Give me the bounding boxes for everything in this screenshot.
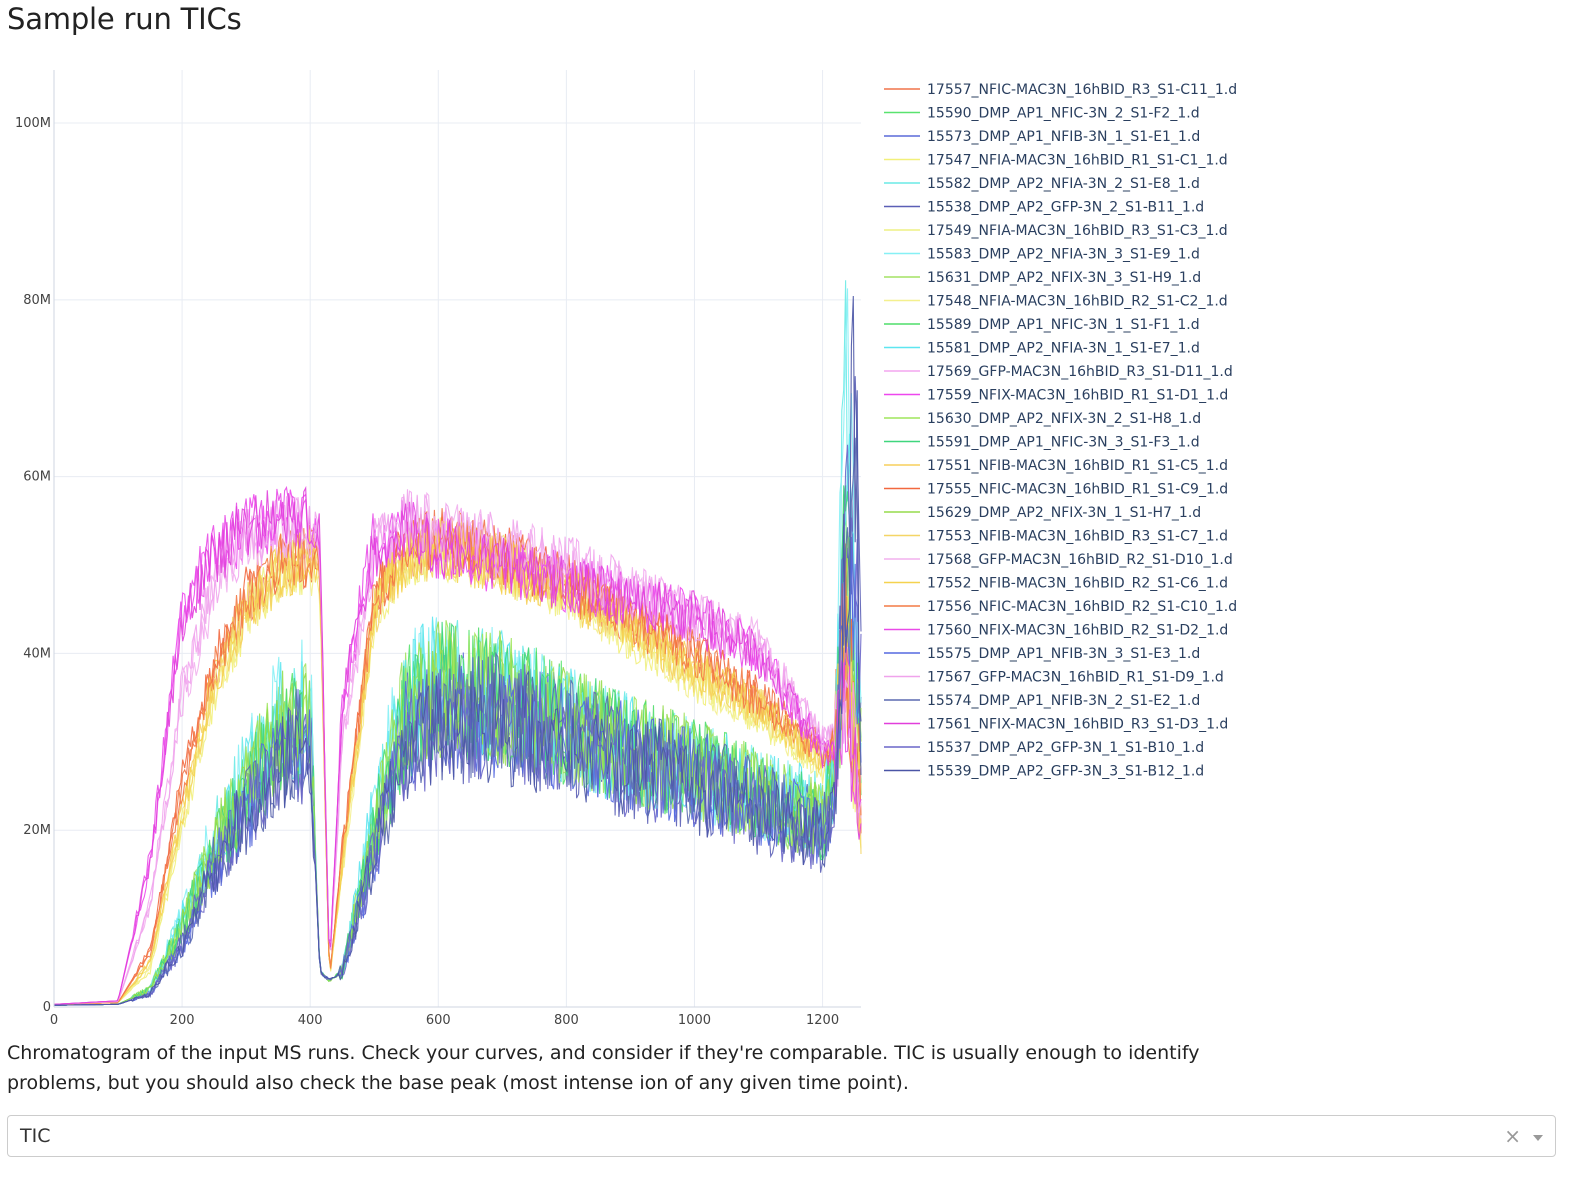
- legend-label: 17559_NFIX-MAC3N_16hBID_R1_S1-D1_1.d: [927, 388, 1228, 404]
- y-tick-label: 60M: [23, 470, 51, 485]
- series-line[interactable]: [54, 489, 862, 1005]
- series-line[interactable]: [53, 485, 862, 1005]
- legend-label: 17555_NFIC-MAC3N_16hBID_R1_S1-C9_1.d: [927, 482, 1228, 498]
- legend-label: 17560_NFIX-MAC3N_16hBID_R2_S1-D2_1.d: [927, 623, 1228, 639]
- x-tick-label: 1000: [678, 1013, 711, 1028]
- legend-item[interactable]: 17559_NFIX-MAC3N_16hBID_R1_S1-D1_1.d: [884, 388, 1228, 404]
- chart-series-lines[interactable]: [53, 280, 862, 1006]
- legend-label: 15574_DMP_AP1_NFIB-3N_2_S1-E2_1.d: [927, 693, 1200, 709]
- legend-item[interactable]: 17548_NFIA-MAC3N_16hBID_R2_S1-C2_1.d: [884, 294, 1228, 310]
- legend-label: 17549_NFIA-MAC3N_16hBID_R3_S1-C3_1.d: [927, 223, 1228, 239]
- y-tick-label: 20M: [23, 823, 51, 838]
- legend-label: 17569_GFP-MAC3N_16hBID_R3_S1-D11_1.d: [927, 364, 1233, 380]
- x-tick-label: 200: [170, 1013, 195, 1028]
- legend-label: 15629_DMP_AP2_NFIX-3N_1_S1-H7_1.d: [927, 505, 1201, 521]
- legend-item[interactable]: 17552_NFIB-MAC3N_16hBID_R2_S1-C6_1.d: [884, 576, 1228, 592]
- legend-label: 17553_NFIB-MAC3N_16hBID_R3_S1-C7_1.d: [927, 529, 1228, 545]
- page-title: Sample run TICs: [7, 2, 242, 36]
- legend-label: 15591_DMP_AP1_NFIC-3N_3_S1-F3_1.d: [927, 435, 1200, 451]
- legend-item[interactable]: 17568_GFP-MAC3N_16hBID_R2_S1-D10_1.d: [884, 552, 1233, 568]
- legend-label: 15537_DMP_AP2_GFP-3N_1_S1-B10_1.d: [927, 740, 1204, 756]
- legend-item[interactable]: 15538_DMP_AP2_GFP-3N_2_S1-B11_1.d: [884, 200, 1204, 216]
- x-tick-label: 400: [298, 1013, 323, 1028]
- y-tick-label: 100M: [15, 116, 51, 131]
- legend-item[interactable]: 15591_DMP_AP1_NFIC-3N_3_S1-F3_1.d: [884, 435, 1200, 451]
- legend-item[interactable]: 17551_NFIB-MAC3N_16hBID_R1_S1-C5_1.d: [884, 458, 1228, 474]
- legend-item[interactable]: 15631_DMP_AP2_NFIX-3N_3_S1-H9_1.d: [884, 270, 1201, 286]
- legend-item[interactable]: 15537_DMP_AP2_GFP-3N_1_S1-B10_1.d: [884, 740, 1204, 756]
- legend-label: 15539_DMP_AP2_GFP-3N_3_S1-B12_1.d: [927, 764, 1204, 780]
- metric-selector[interactable]: TIC ×: [7, 1115, 1556, 1157]
- legend-label: 15538_DMP_AP2_GFP-3N_2_S1-B11_1.d: [927, 200, 1204, 216]
- legend-label: 15590_DMP_AP1_NFIC-3N_2_S1-F2_1.d: [927, 106, 1200, 122]
- legend-item[interactable]: 17561_NFIX-MAC3N_16hBID_R3_S1-D3_1.d: [884, 717, 1228, 733]
- series-line[interactable]: [54, 437, 862, 1006]
- legend-item[interactable]: 17569_GFP-MAC3N_16hBID_R3_S1-D11_1.d: [884, 364, 1233, 380]
- legend-item[interactable]: 15575_DMP_AP1_NFIB-3N_3_S1-E3_1.d: [884, 646, 1200, 662]
- legend-item[interactable]: 15539_DMP_AP2_GFP-3N_3_S1-B12_1.d: [884, 764, 1204, 780]
- legend-label: 15630_DMP_AP2_NFIX-3N_2_S1-H8_1.d: [927, 411, 1201, 427]
- legend-item[interactable]: 15629_DMP_AP2_NFIX-3N_1_S1-H7_1.d: [884, 505, 1201, 521]
- x-tick-label: 600: [426, 1013, 451, 1028]
- legend-item[interactable]: 17556_NFIC-MAC3N_16hBID_R2_S1-C10_1.d: [884, 599, 1237, 615]
- legend-item[interactable]: 15582_DMP_AP2_NFIA-3N_2_S1-E8_1.d: [884, 176, 1200, 192]
- legend-label: 15583_DMP_AP2_NFIA-3N_3_S1-E9_1.d: [927, 247, 1200, 263]
- legend-label: 15575_DMP_AP1_NFIB-3N_3_S1-E3_1.d: [927, 646, 1200, 662]
- legend-label: 17548_NFIA-MAC3N_16hBID_R2_S1-C2_1.d: [927, 294, 1228, 310]
- legend-item[interactable]: 17557_NFIC-MAC3N_16hBID_R3_S1-C11_1.d: [884, 82, 1237, 98]
- legend-item[interactable]: 17547_NFIA-MAC3N_16hBID_R1_S1-C1_1.d: [884, 153, 1228, 169]
- legend-item[interactable]: 15590_DMP_AP1_NFIC-3N_2_S1-F2_1.d: [884, 106, 1200, 122]
- legend-item[interactable]: 17555_NFIC-MAC3N_16hBID_R1_S1-C9_1.d: [884, 482, 1228, 498]
- legend-label: 17556_NFIC-MAC3N_16hBID_R2_S1-C10_1.d: [927, 599, 1237, 615]
- legend-item[interactable]: 17549_NFIA-MAC3N_16hBID_R3_S1-C3_1.d: [884, 223, 1228, 239]
- legend-label: 17557_NFIC-MAC3N_16hBID_R3_S1-C11_1.d: [927, 82, 1237, 98]
- chart-legend[interactable]: 17557_NFIC-MAC3N_16hBID_R3_S1-C11_1.d 155…: [884, 82, 1237, 780]
- x-tick-label: 0: [50, 1013, 58, 1028]
- legend-item[interactable]: 15574_DMP_AP1_NFIB-3N_2_S1-E2_1.d: [884, 693, 1200, 709]
- legend-item[interactable]: 17560_NFIX-MAC3N_16hBID_R2_S1-D2_1.d: [884, 623, 1228, 639]
- legend-label: 15589_DMP_AP1_NFIC-3N_1_S1-F1_1.d: [927, 317, 1200, 333]
- legend-item[interactable]: 17567_GFP-MAC3N_16hBID_R1_S1-D9_1.d: [884, 670, 1224, 686]
- legend-item[interactable]: 15581_DMP_AP2_NFIA-3N_1_S1-E7_1.d: [884, 341, 1200, 357]
- clear-icon[interactable]: ×: [1504, 1124, 1521, 1148]
- legend-label: 17561_NFIX-MAC3N_16hBID_R3_S1-D3_1.d: [927, 717, 1228, 733]
- legend-label: 17567_GFP-MAC3N_16hBID_R1_S1-D9_1.d: [927, 670, 1224, 686]
- legend-item[interactable]: 15573_DMP_AP1_NFIB-3N_1_S1-E1_1.d: [884, 129, 1200, 145]
- legend-label: 17552_NFIB-MAC3N_16hBID_R2_S1-C6_1.d: [927, 576, 1228, 592]
- legend-label: 15631_DMP_AP2_NFIX-3N_3_S1-H9_1.d: [927, 270, 1201, 286]
- tic-chart[interactable]: 0 200 400 600 800 1000 1200 0 20M 40M 60M 80M 100M 1…: [0, 60, 1585, 1035]
- chart-grid: [54, 70, 861, 1007]
- legend-item[interactable]: 17553_NFIB-MAC3N_16hBID_R3_S1-C7_1.d: [884, 529, 1228, 545]
- y-tick-label: 80M: [23, 293, 51, 308]
- legend-label: 17551_NFIB-MAC3N_16hBID_R1_S1-C5_1.d: [927, 458, 1228, 474]
- chevron-down-icon[interactable]: [1533, 1135, 1543, 1141]
- legend-label: 15573_DMP_AP1_NFIB-3N_1_S1-E1_1.d: [927, 129, 1200, 145]
- legend-label: 15581_DMP_AP2_NFIA-3N_1_S1-E7_1.d: [927, 341, 1200, 357]
- legend-item[interactable]: 15589_DMP_AP1_NFIC-3N_1_S1-F1_1.d: [884, 317, 1200, 333]
- y-tick-label: 40M: [23, 646, 51, 661]
- legend-item[interactable]: 15583_DMP_AP2_NFIA-3N_3_S1-E9_1.d: [884, 247, 1200, 263]
- metric-selector-value: TIC: [20, 1125, 51, 1147]
- x-tick-label: 1200: [806, 1013, 839, 1028]
- series-line[interactable]: [54, 295, 862, 1006]
- x-tick-label: 800: [554, 1013, 579, 1028]
- chart-caption: Chromatogram of the input MS runs. Check…: [7, 1042, 1200, 1094]
- series-line[interactable]: [54, 519, 862, 1005]
- legend-label: 15582_DMP_AP2_NFIA-3N_2_S1-E8_1.d: [927, 176, 1200, 192]
- legend-label: 17547_NFIA-MAC3N_16hBID_R1_S1-C1_1.d: [927, 153, 1228, 169]
- chart-axes: 0 200 400 600 800 1000 1200 0 20M 40M 60M 80M 100M: [15, 70, 861, 1028]
- legend-item[interactable]: 15630_DMP_AP2_NFIX-3N_2_S1-H8_1.d: [884, 411, 1201, 427]
- y-tick-label: 0: [43, 1000, 51, 1015]
- legend-label: 17568_GFP-MAC3N_16hBID_R2_S1-D10_1.d: [927, 552, 1233, 568]
